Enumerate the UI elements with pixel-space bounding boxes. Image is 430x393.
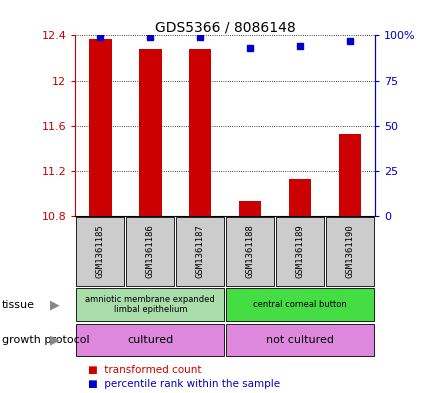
Bar (76, 288, 224, 321)
Bar (275, 217, 323, 286)
Text: GSM1361185: GSM1361185 (95, 225, 104, 278)
Bar (325, 217, 373, 286)
Bar (176, 217, 224, 286)
Title: GDS5366 / 8086148: GDS5366 / 8086148 (154, 20, 295, 34)
Bar (139, 49, 161, 216)
Text: GSM1361187: GSM1361187 (195, 225, 204, 278)
Text: GSM1361190: GSM1361190 (345, 225, 354, 278)
Bar (226, 217, 273, 286)
Text: not cultured: not cultured (265, 335, 333, 345)
Bar (226, 288, 373, 321)
Text: ▶: ▶ (49, 298, 59, 311)
Text: ▶: ▶ (49, 333, 59, 347)
Bar (288, 179, 310, 216)
Bar (76, 324, 224, 356)
Bar (76, 217, 124, 286)
Bar (126, 217, 174, 286)
Text: amniotic membrane expanded
limbal epithelium: amniotic membrane expanded limbal epithe… (85, 295, 215, 314)
Bar (238, 202, 261, 216)
Bar (226, 324, 373, 356)
Text: central corneal button: central corneal button (252, 300, 346, 309)
Bar (338, 134, 360, 216)
Text: GSM1361186: GSM1361186 (145, 225, 154, 278)
Text: ■  percentile rank within the sample: ■ percentile rank within the sample (88, 379, 280, 389)
Text: ■  transformed count: ■ transformed count (88, 365, 201, 375)
Text: GSM1361188: GSM1361188 (245, 225, 254, 278)
Bar (189, 49, 211, 216)
Bar (89, 39, 111, 216)
Text: cultured: cultured (127, 335, 173, 345)
Text: GSM1361189: GSM1361189 (295, 225, 304, 278)
Text: growth protocol: growth protocol (2, 335, 89, 345)
Text: tissue: tissue (2, 299, 35, 310)
